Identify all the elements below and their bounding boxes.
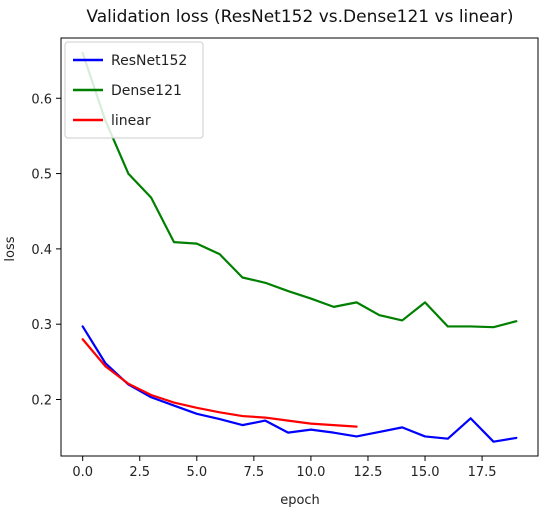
y-tick-label: 0.5 [31, 168, 52, 183]
y-axis-label: loss [3, 236, 18, 261]
x-tick-label: 2.5 [129, 465, 150, 480]
x-tick-label: 7.5 [244, 465, 265, 480]
x-tick-label: 12.5 [353, 465, 382, 480]
axes-frame [60, 37, 539, 457]
legend-label-linear: linear [111, 113, 151, 129]
series-line-linear [81, 338, 358, 428]
series-layer [81, 51, 518, 443]
y-tick-label: 0.3 [31, 318, 52, 333]
legend-box [64, 41, 204, 139]
legend-label-dense121: Dense121 [111, 83, 182, 99]
chart-title: Validation loss (ResNet152 vs.Dense121 v… [86, 7, 513, 27]
x-tick-label: 10.0 [296, 465, 325, 480]
y-tick-label: 0.2 [31, 394, 52, 409]
legend: ResNet152 Dense121 linear [64, 41, 204, 139]
axes-layer: 0.0 2.5 5.0 7.5 10.0 12.5 15.0 17.5 0.2 0.3 0.4 0.5… [31, 37, 539, 480]
y-tick-label: 0.6 [31, 92, 52, 107]
y-tick-label: 0.4 [31, 243, 52, 258]
x-tick-label: 15.0 [411, 465, 440, 480]
series-line-dense121 [81, 51, 518, 329]
legend-label-resnet152: ResNet152 [111, 53, 187, 69]
x-tick-label: 0.0 [72, 465, 93, 480]
x-tick-label: 5.0 [186, 465, 207, 480]
x-tick-label: 17.5 [468, 465, 497, 480]
x-axis-label: epoch [280, 493, 320, 508]
series-line-resnet152 [81, 325, 518, 443]
